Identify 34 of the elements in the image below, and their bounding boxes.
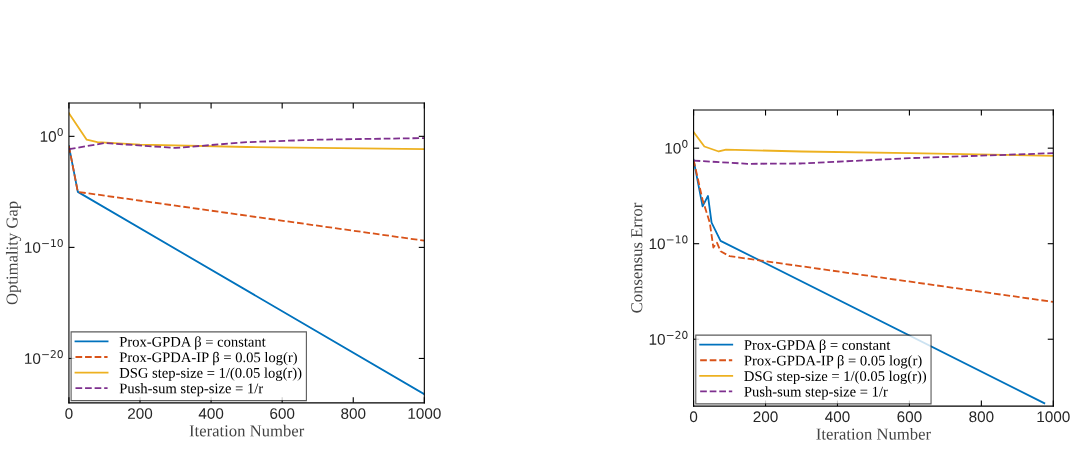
y-tick-label: 10$^{0}$ xyxy=(40,127,63,142)
x-tick-label: 200 xyxy=(753,411,778,423)
line-series xyxy=(68,137,425,151)
legend-label: Prox-GPDA β = constant xyxy=(119,336,266,350)
legend-label: Prox-GPDA β = constant xyxy=(744,339,891,353)
x-axis-title: Iteration Number xyxy=(189,424,305,437)
x-tick-label: 1000 xyxy=(1037,411,1070,423)
legend-label: Prox-GPDA-IP β = 0.05 log(r) xyxy=(119,351,297,366)
x-axis-title: Iteration Number xyxy=(816,427,931,440)
line-series xyxy=(693,152,1054,165)
legend-label: Prox-GPDA-IP β = 0.05 log(r) xyxy=(744,355,922,369)
y-axis-title: Optimality Gap xyxy=(5,201,22,305)
x-tick-label: 400 xyxy=(825,411,850,423)
x-tick-label: 400 xyxy=(198,408,224,419)
x-tick-label: 1000 xyxy=(408,408,441,419)
x-tick-label: 200 xyxy=(128,408,153,419)
y-tick-label: 10$^{−10}$ xyxy=(649,235,688,250)
x-tick-label: 0 xyxy=(65,408,73,419)
y-tick-label: 10$^{0}$ xyxy=(665,139,688,154)
legend-label: DSG step-size = 1/(0.05 log(r)) xyxy=(744,370,927,385)
y-tick-label: 10$^{−20}$ xyxy=(649,330,688,345)
x-tick-label: 800 xyxy=(969,411,994,423)
x-tick-label: 0 xyxy=(689,411,698,423)
line-series xyxy=(68,112,425,151)
line-series xyxy=(693,131,1054,157)
legend-label: Push-sum step-size = 1/r xyxy=(119,383,264,397)
y-axis-title: Consensus Error xyxy=(631,202,643,313)
x-tick-label: 600 xyxy=(270,408,295,419)
y-tick-label: 10$^{−10}$ xyxy=(25,239,63,253)
x-tick-label: 600 xyxy=(897,411,922,423)
x-tick-label: 800 xyxy=(341,408,366,419)
legend-label: DSG step-size = 1/(0.05 log(r)) xyxy=(119,367,302,381)
legend-label: Push-sum step-size = 1/r xyxy=(744,386,888,400)
y-tick-label: 10$^{−20}$ xyxy=(25,350,63,365)
